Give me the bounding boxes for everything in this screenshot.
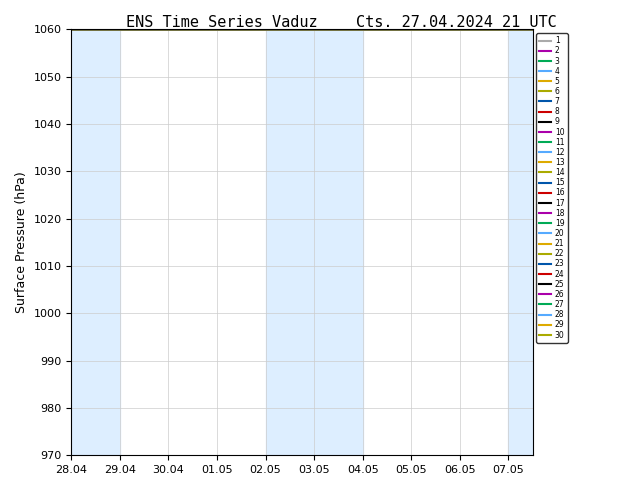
Bar (72, 29, 120, 455)
Legend: 1, 2, 3, 4, 5, 6, 7, 8, 9, 10, 11, 12, 13, 14, 15, 16, 17, 18, 19, 20, 21, 22, 2: 1, 2, 3, 4, 5, 6, 7, 8, 9, 10, 11, 12, 1… (536, 33, 567, 343)
Y-axis label: Surface Pressure (hPa): Surface Pressure (hPa) (15, 172, 28, 313)
Bar (508, 29, 557, 455)
Bar (266, 29, 363, 455)
Text: ENS Time Series Vaduz: ENS Time Series Vaduz (126, 15, 318, 30)
Text: Cts. 27.04.2024 21 UTC: Cts. 27.04.2024 21 UTC (356, 15, 557, 30)
